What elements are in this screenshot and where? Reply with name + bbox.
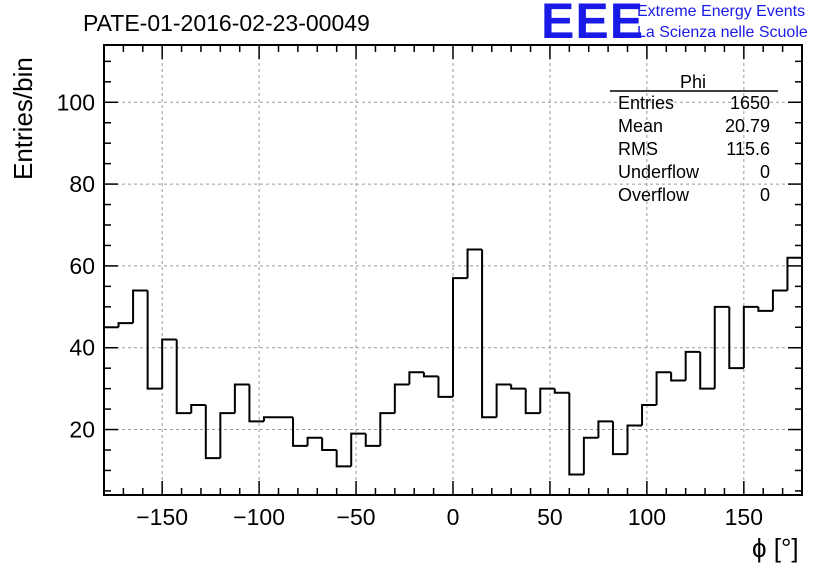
histogram-bin [481,249,497,419]
x-tick-label: −150 [136,504,188,530]
histogram-bin [262,416,279,422]
y-tick-label: 20 [69,417,95,443]
histogram-bin [582,436,599,475]
y-axis-label: Entries/bin [8,57,38,180]
x-tick-label: 150 [725,504,763,530]
histogram-bin [408,371,424,385]
histogram-bin [611,421,628,456]
histogram-bin [786,256,802,291]
histogram-bin [321,437,337,451]
y-tick-label: 100 [57,89,95,115]
x-axis-label: ϕ [°] [752,533,799,563]
y-tick-label: 80 [69,171,95,197]
histogram-bin [132,289,148,324]
histogram-bin [161,338,177,389]
histogram-bin [306,436,323,446]
stats-key: Overflow [618,185,690,205]
logo-subtitle-line2: La Scienza nelle Scuole [637,24,808,41]
histogram-bin [437,376,453,398]
stats-value: 20.79 [724,116,770,136]
stats-title: Phi [680,72,707,92]
histogram-bin [146,290,163,390]
stats-key: Underflow [618,162,700,182]
histogram-bin [422,372,439,378]
histogram-bin [335,450,352,468]
y-tick-label: 40 [69,335,95,361]
histogram-bin [655,371,672,405]
histogram-bin [175,339,192,415]
eee-logo: EEE [541,0,645,49]
histogram-bin [248,384,264,423]
histogram-bin [728,306,744,370]
stats-value: 0 [759,185,770,205]
x-tick-label: 100 [628,504,666,530]
histogram-bin [742,305,759,369]
histogram-bin [757,306,773,312]
histogram-bin [495,383,512,418]
stats-value: 1650 [729,93,770,113]
histogram-bin [713,305,730,389]
histogram-bin [364,433,381,447]
histogram-bin [641,404,657,426]
histogram-bin [553,388,570,394]
histogram-bin [597,420,613,438]
histogram-bin [379,412,395,446]
x-tick-label: −100 [233,504,285,530]
histogram-bin [219,412,235,459]
histogram-bin [568,392,584,476]
stats-key: Entries [618,93,675,113]
stats-value: 0 [759,162,770,182]
histogram-bin [510,384,526,390]
x-tick-label: 0 [447,504,460,530]
histogram-bin [233,383,250,414]
histogram-bin [292,417,308,447]
histogram-bin [524,388,541,415]
histogram-bin [466,248,483,279]
chart-title: PATE-01-2016-02-23-00049 [83,10,370,36]
x-tick-label: 50 [537,504,563,530]
histogram-bin [190,404,206,414]
x-tick-label: −50 [337,504,376,530]
stats-value: 115.6 [726,139,770,159]
histogram-bin [684,350,701,381]
stats-key: Mean [618,116,664,136]
histogram-bin [539,387,555,414]
y-tick-label: 60 [69,253,95,279]
histogram-bin [350,432,366,467]
histogram-bin [117,322,134,328]
histogram-bin [452,277,468,397]
histogram-bin [699,351,715,390]
stats-key: RMS [618,139,658,159]
histogram-bin [771,289,788,311]
histogram-bin [626,424,643,455]
histogram-bin [393,383,410,414]
histogram-bin [204,405,221,460]
logo-subtitle-line1: Extreme Energy Events [637,3,806,20]
histogram-bin [670,372,686,382]
